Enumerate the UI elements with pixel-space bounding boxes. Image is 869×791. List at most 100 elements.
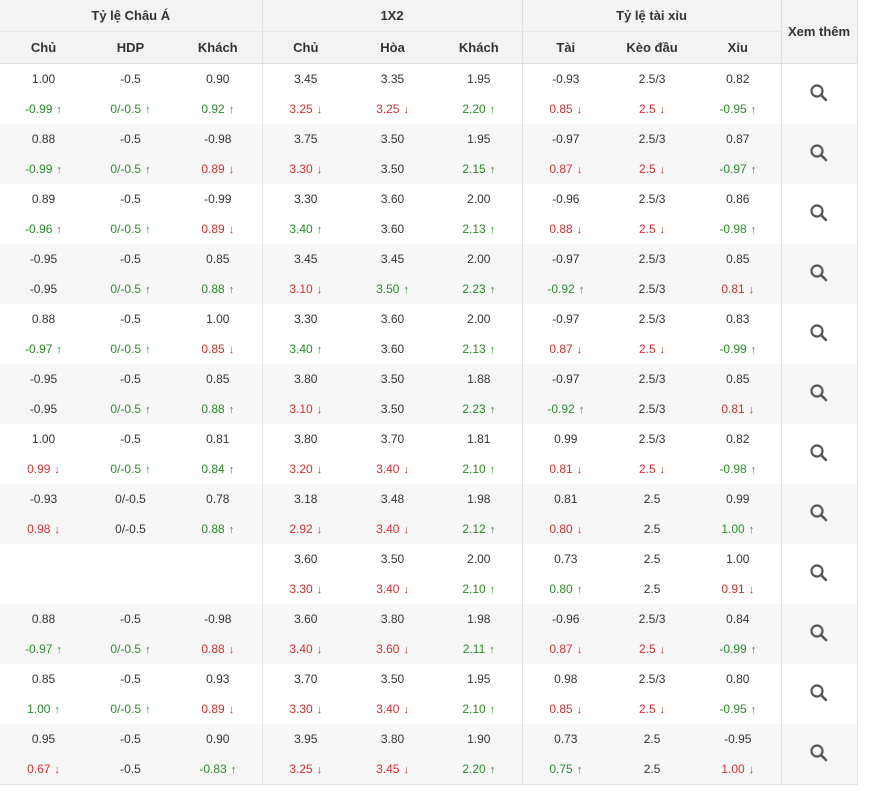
cell-asian-away: 0.93 0.89 ↓	[174, 664, 263, 724]
odds-row: -0.95 -0.95 -0.5 0/-0.5 ↑ 0.85 0.88 ↑ 3.80 3.10 ↓ 3…	[0, 364, 858, 424]
live-odds-value: 2.5	[638, 462, 656, 476]
cell-asian-away: 0.90 -0.83 ↑	[174, 724, 263, 785]
opening-odds: 2.5/3	[638, 612, 666, 626]
live-odds: 3.40 ↓	[263, 634, 350, 664]
live-odds: 3.45 ↓	[349, 754, 436, 784]
opening-odds: -0.98	[204, 132, 232, 146]
live-odds: -0.95	[0, 274, 87, 304]
cell-ou-under: 0.82 -0.98 ↑	[695, 424, 782, 484]
cell-asian-home: -0.95 -0.95	[0, 364, 87, 424]
live-odds-value: 3.20	[289, 462, 313, 476]
view-more-cell	[781, 604, 858, 664]
live-odds	[0, 574, 87, 604]
search-icon[interactable]	[807, 381, 831, 405]
search-icon[interactable]	[807, 741, 831, 765]
opening-odds: 0.85	[31, 672, 56, 686]
live-odds-value: 0.89	[201, 222, 225, 236]
live-odds: 2.13 ↑	[436, 214, 522, 244]
live-odds-value: -0.92	[547, 282, 575, 296]
live-odds-value: 0.92	[201, 102, 225, 116]
search-icon[interactable]	[807, 561, 831, 585]
view-more-cell	[781, 664, 858, 724]
opening-odds: 0.87	[726, 132, 750, 146]
cell-asian-home: -0.93 0.98 ↓	[0, 484, 87, 544]
cell-1x2-home: 3.80 3.20 ↓	[262, 424, 349, 484]
odds-row: 1.00 0.99 ↓ -0.5 0/-0.5 ↑ 0.81 0.84 ↑ 3.80 3.20 ↓ 3.…	[0, 424, 858, 484]
live-odds-value: 0.87	[549, 642, 573, 656]
live-odds: 2.92 ↓	[263, 514, 350, 544]
live-odds: -0.99 ↑	[695, 634, 781, 664]
live-odds-value: 0.81	[721, 402, 745, 416]
live-odds: -0.98 ↑	[695, 214, 781, 244]
opening-odds: -0.98	[204, 612, 232, 626]
opening-odds: 3.80	[380, 612, 405, 626]
live-odds-value: 2.5	[643, 762, 661, 776]
live-odds: 0.92 ↑	[174, 94, 262, 124]
search-icon[interactable]	[807, 201, 831, 225]
arrow-down-icon: ↓	[403, 104, 409, 116]
cell-ou-line: 2.5/3 2.5 ↓	[609, 124, 696, 184]
search-icon[interactable]	[807, 141, 831, 165]
opening-odds: -0.97	[552, 372, 580, 386]
search-icon[interactable]	[807, 441, 831, 465]
cell-1x2-draw: 3.50 3.50	[349, 124, 437, 184]
opening-odds: 0/-0.5	[115, 492, 146, 506]
live-odds: 2.23 ↑	[436, 274, 522, 304]
search-icon[interactable]	[807, 681, 831, 705]
live-odds: 2.5 ↓	[609, 214, 695, 244]
cell-asian-away: 0.90 0.92 ↑	[174, 63, 263, 124]
arrow-down-icon: ↓	[403, 524, 409, 536]
cell-1x2-away: 1.98 2.11 ↑	[436, 604, 523, 664]
opening-odds: 0.93	[206, 672, 230, 686]
subheader-1x2-home: Chủ	[262, 31, 350, 64]
live-odds: 3.30 ↓	[263, 694, 350, 724]
cell-asian-hdp: -0.5 0/-0.5 ↑	[87, 364, 174, 424]
arrow-up-icon: ↑	[228, 464, 235, 476]
cell-asian-away: 0.81 0.84 ↑	[174, 424, 263, 484]
opening-odds: 0.90	[206, 72, 230, 86]
search-icon[interactable]	[807, 81, 831, 105]
opening-odds: -0.5	[120, 672, 141, 686]
live-odds-value: 0.81	[721, 282, 745, 296]
search-icon[interactable]	[807, 621, 831, 645]
live-odds-value: 3.40	[289, 642, 313, 656]
search-icon[interactable]	[807, 321, 831, 345]
arrow-down-icon: ↓	[659, 344, 666, 356]
live-odds-value: -0.95	[29, 402, 58, 416]
odds-row: 0.88 -0.97 ↑ -0.5 0/-0.5 ↑ -0.98 0.88 ↓ 3.60 3.40 ↓…	[0, 604, 858, 664]
live-odds: 3.40 ↓	[349, 514, 436, 544]
arrow-down-icon: ↓	[316, 524, 323, 536]
opening-odds: -0.93	[29, 492, 58, 506]
live-odds-value: 3.40	[376, 582, 400, 596]
live-odds: 3.60 ↓	[349, 634, 436, 664]
cell-1x2-away: 1.95 2.15 ↑	[436, 124, 523, 184]
cell-1x2-draw: 3.80 3.45 ↓	[349, 724, 437, 785]
opening-odds: -0.5	[120, 612, 141, 626]
live-odds-value: 1.00	[721, 522, 745, 536]
live-odds: 2.13 ↑	[436, 334, 522, 364]
opening-odds: 1.98	[467, 612, 491, 626]
live-odds-value: 3.40	[289, 222, 313, 236]
opening-odds: -0.96	[552, 612, 580, 626]
live-odds-value: 3.30	[289, 702, 313, 716]
live-odds-value: 2.5/3	[638, 282, 666, 296]
subheader-ou-over: Tài	[522, 31, 610, 64]
arrow-up-icon: ↑	[228, 284, 235, 296]
live-odds-value: 2.5	[638, 642, 656, 656]
live-odds-value: 0.88	[201, 282, 225, 296]
odds-row: 0.88 -0.99 ↑ -0.5 0/-0.5 ↑ -0.98 0.89 ↓ 3.75 3.30 ↓…	[0, 124, 858, 184]
header-asian-handicap: Tỷ lệ Châu Á	[0, 0, 263, 32]
live-odds-value: 0/-0.5	[110, 462, 142, 476]
search-icon[interactable]	[807, 261, 831, 285]
arrow-up-icon: ↑	[56, 644, 62, 656]
cell-1x2-away: 1.88 2.23 ↑	[436, 364, 523, 424]
cell-ou-under: 1.00 0.91 ↓	[695, 544, 782, 604]
live-odds-value: 3.25	[376, 102, 400, 116]
live-odds: 3.10 ↓	[263, 394, 350, 424]
live-odds-value: -0.98	[719, 222, 747, 236]
cell-asian-home: 1.00 -0.99 ↑	[0, 64, 87, 125]
live-odds-value: -0.97	[25, 342, 53, 356]
arrow-down-icon: ↓	[316, 464, 323, 476]
search-icon[interactable]	[807, 501, 831, 525]
cell-ou-under: 0.84 -0.99 ↑	[695, 604, 782, 664]
